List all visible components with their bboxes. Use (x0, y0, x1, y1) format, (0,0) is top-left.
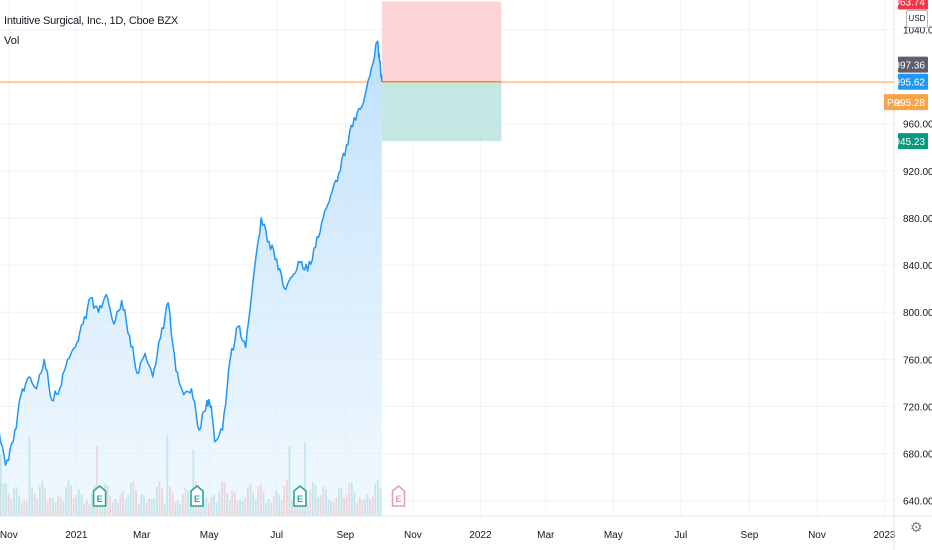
price-area-fill (0, 41, 382, 516)
y-tick-label: 760.00 (903, 355, 932, 366)
earnings-marker[interactable]: E (293, 484, 307, 507)
price-label-value: 995.28 (894, 98, 925, 109)
x-tick-label: 2022 (469, 530, 492, 541)
y-tick-label: 800.00 (903, 308, 932, 319)
price-label-value: 945.23 (894, 137, 925, 148)
price-line (0, 40, 383, 467)
x-tick-label: Mar (133, 530, 151, 541)
long-position-tool[interactable] (0, 1, 894, 142)
price-label-bg (898, 0, 928, 10)
x-tick-label: Nov (0, 530, 18, 541)
y-tick-label: 840.00 (903, 261, 932, 272)
y-tick-label: 640.00 (903, 497, 932, 508)
volume-indicator-label[interactable]: Vol (4, 35, 20, 47)
price-label-bg (884, 94, 928, 111)
y-tick-label: 680.00 (903, 450, 932, 461)
earnings-marker[interactable]: E (190, 484, 204, 507)
price-label-value: 997.36 (894, 61, 925, 72)
earnings-marker-label: E (97, 494, 103, 504)
y-tick-label: 920.00 (903, 167, 932, 178)
y-tick-label: 960.00 (903, 120, 932, 131)
earnings-marker-shape (92, 484, 107, 507)
x-tick-label: Sep (336, 530, 354, 541)
price-label-last: 995.62 (894, 73, 928, 90)
x-tick-label: Nov (808, 530, 826, 541)
price-label-value: 995.62 (894, 78, 925, 89)
price-label-prefix: Pre (887, 98, 903, 109)
price-label-bg (898, 56, 928, 73)
earnings-marker-shape (293, 484, 307, 507)
x-tick-label: 2023 (873, 530, 896, 541)
y-tick-label: 880.00 (903, 214, 932, 225)
earnings-marker-label: E (395, 494, 401, 504)
x-tick-label: Jul (270, 530, 283, 541)
x-tick-label: Sep (741, 530, 759, 541)
price-label-value: 1063.74 (889, 0, 926, 8)
x-tick-label: May (604, 530, 623, 541)
y-tick-label: 720.00 (903, 402, 932, 413)
x-tick-label: May (200, 530, 219, 541)
earnings-marker[interactable]: E (391, 484, 406, 507)
gear-icon[interactable]: ⚙ (910, 519, 923, 535)
x-tick-label: Nov (404, 530, 422, 541)
price-series[interactable] (0, 40, 383, 467)
earnings-marker-label: E (297, 494, 303, 504)
price-label-high: 997.36 (894, 56, 928, 73)
price-label-stop: 945.23 (894, 133, 928, 150)
y-tick-label: 1040.00 (903, 25, 932, 36)
earnings-marker-label: E (194, 494, 200, 504)
price-label-bg (898, 73, 928, 90)
stop-zone (381, 81, 502, 142)
earnings-marker-shape (190, 484, 204, 507)
price-label-bg (898, 133, 928, 150)
x-tick-label: 2021 (65, 530, 88, 541)
currency-button[interactable]: USD (906, 10, 928, 28)
target-zone (381, 1, 502, 82)
earnings-marker[interactable]: E (92, 484, 107, 507)
price-label-target: 1063.74 (889, 0, 928, 10)
chart-title: Intuitive Surgical, Inc., 1D, Cboe BZX (4, 15, 178, 27)
price-area (0, 41, 382, 516)
x-tick-label: Mar (537, 530, 555, 541)
x-tick-label: Jul (674, 530, 687, 541)
earnings-marker-shape (391, 484, 406, 507)
